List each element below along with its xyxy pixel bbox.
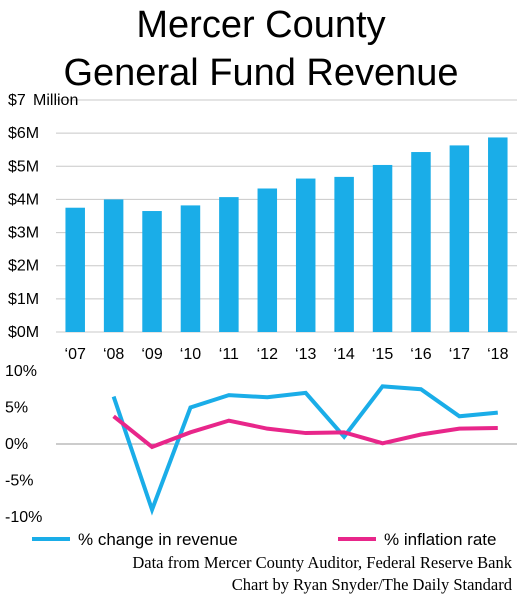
bar-chart-gridlines (56, 99, 517, 333)
bar-x-tick-label: ‘10 (180, 346, 201, 363)
legend-label: % inflation rate (384, 530, 496, 549)
line-y-tick-label: -5% (5, 473, 33, 490)
line-series-0 (111, 384, 498, 516)
chart-title-line1: Mercer County (136, 4, 386, 46)
bar-y-tick-label: $2M (8, 258, 39, 275)
line-y-tick-label: 5% (5, 400, 28, 417)
line-y-tick-label: -10% (5, 509, 42, 526)
bar-9 (411, 152, 431, 332)
bar-x-tick-label: ‘16 (410, 346, 431, 363)
bar-x-tick-label: ‘14 (333, 346, 354, 363)
bar-y-tick-label: $6M (8, 125, 39, 142)
bar-x-tick-label: ‘17 (449, 346, 470, 363)
bar-1 (103, 199, 124, 332)
bar-x-tick-label: ‘09 (141, 346, 162, 363)
line-series-1 (112, 414, 498, 450)
line-chart-legend: % change in revenue % inflation rate (32, 530, 496, 549)
line-y-tick-label: 10% (5, 363, 37, 380)
bar-11 (488, 137, 508, 332)
bar-x-tick-label: ‘08 (103, 346, 124, 363)
bar-x-tick-label: ‘18 (487, 346, 508, 363)
bar-x-tick-label: ‘07 (65, 346, 86, 363)
chart-title-line2: General Fund Revenue (63, 52, 459, 94)
bar-unit-label: Million (33, 92, 78, 109)
bar-x-tick-label: ‘12 (257, 346, 278, 363)
bar-7 (334, 176, 354, 332)
bar-y-tick-label: $0M (8, 324, 39, 341)
line-chart-y-tick-labels: 10% 5% 0% -5% -10% (5, 363, 42, 526)
legend-label: % change in revenue (78, 530, 238, 549)
bar-chart-x-tick-labels: ‘07 ‘08 ‘09 ‘10 ‘11 ‘12 ‘13 ‘14 ‘15 ‘16 ‘17 ‘18 (65, 346, 509, 363)
bar-chart-y-tick-labels: $0M $1M $2M $3M $4M $5M $6M $7 Million (8, 92, 78, 341)
bar-x-tick-label: ‘11 (219, 346, 239, 363)
bar-5 (257, 188, 278, 332)
bar-0 (65, 207, 85, 332)
bar-4 (219, 197, 239, 332)
line-chart-series (111, 384, 498, 516)
bar-y-tick-label: $5M (8, 158, 39, 175)
bar-chart-bars (65, 137, 508, 332)
bar-10 (449, 145, 470, 332)
bar-x-tick-label: ‘15 (372, 346, 393, 363)
line-y-tick-label: 0% (5, 436, 28, 453)
bar-2 (142, 211, 162, 332)
bar-8 (372, 164, 393, 332)
bar-x-tick-label: ‘13 (295, 346, 316, 363)
bar-y-tick-label: $7 (8, 92, 26, 109)
chart-author-credit: Chart by Ryan Snyder/The Daily Standard (231, 575, 512, 594)
bar-y-tick-label: $3M (8, 225, 39, 242)
bar-y-tick-label: $1M (8, 291, 39, 308)
data-source-credit: Data from Mercer County Auditor, Federal… (132, 553, 512, 572)
bar-3 (180, 205, 201, 332)
bar-6 (295, 178, 316, 332)
bar-y-tick-label: $4M (8, 191, 39, 208)
